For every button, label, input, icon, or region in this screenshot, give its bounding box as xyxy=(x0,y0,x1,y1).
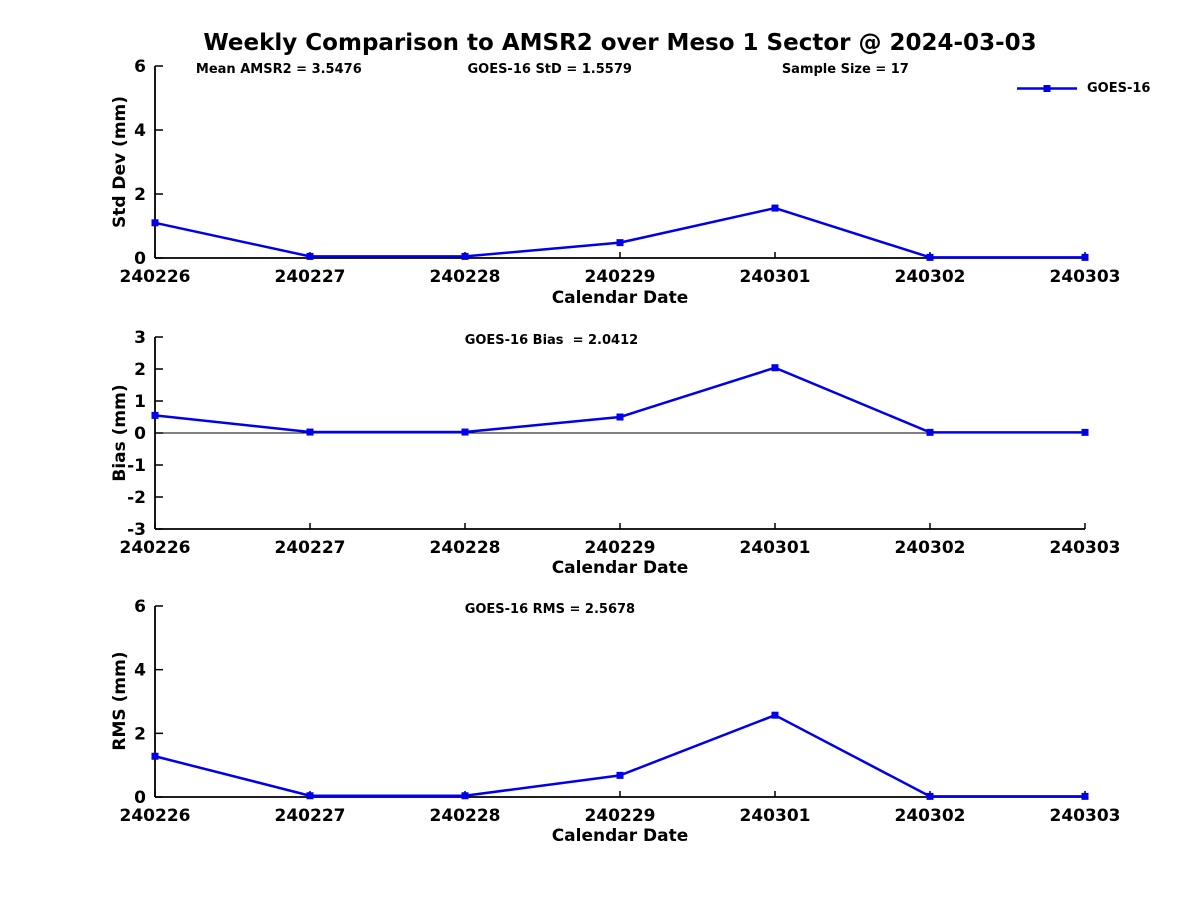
x-axis-label-std-dev: Calendar Date xyxy=(551,288,689,308)
data-point-marker xyxy=(1081,792,1089,800)
data-point-marker xyxy=(616,413,624,421)
data-point-marker xyxy=(461,428,469,436)
y-tick-label: 2 xyxy=(134,724,146,744)
data-point-marker xyxy=(616,239,624,247)
data-point-marker xyxy=(771,711,779,719)
y-tick-label: 2 xyxy=(134,185,146,205)
data-point-marker xyxy=(616,771,624,779)
legend-label: GOES-16 xyxy=(1087,81,1151,96)
stat-annotation: GOES-16 StD = 1.5579 xyxy=(467,62,632,77)
y-tick-label: -2 xyxy=(127,488,146,508)
y-tick-label: 0 xyxy=(134,788,146,808)
data-point-marker xyxy=(926,428,934,436)
data-point-marker xyxy=(151,752,159,760)
data-point-marker xyxy=(306,252,314,260)
data-line xyxy=(154,366,1085,434)
y-axis-label-bias: Bias (mm) xyxy=(110,384,130,482)
data-line xyxy=(154,713,1085,798)
x-tick-label: 240229 xyxy=(585,538,656,558)
data-point-marker xyxy=(306,428,314,436)
y-tick-label: 0 xyxy=(134,249,146,269)
x-tick-label: 240226 xyxy=(120,538,191,558)
data-point-marker xyxy=(926,792,934,800)
data-point-marker xyxy=(151,411,159,419)
stat-annotation: Sample Size = 17 xyxy=(781,62,909,77)
y-tick-label: 0 xyxy=(134,424,146,444)
data-point-marker xyxy=(771,364,779,372)
stat-annotation: Mean AMSR2 = 3.5476 xyxy=(195,62,362,77)
data-point-marker xyxy=(151,219,159,227)
x-tick-label: 240303 xyxy=(1050,538,1121,558)
y-axis-label-std-dev: Std Dev (mm) xyxy=(110,95,130,229)
data-point-marker xyxy=(771,204,779,212)
data-point-marker xyxy=(306,792,314,800)
y-axis-label-rms: RMS (mm) xyxy=(110,651,130,751)
x-tick-label: 240302 xyxy=(895,538,966,558)
legend-line-marker-icon xyxy=(1017,85,1077,92)
x-axis-label-rms: Calendar Date xyxy=(551,826,689,846)
data-line xyxy=(154,206,1085,259)
data-point-marker xyxy=(1081,428,1089,436)
chart-title: Weekly Comparison to AMSR2 over Meso 1 S… xyxy=(203,30,1037,56)
x-tick-label: 240301 xyxy=(740,267,811,287)
y-tick-label: -1 xyxy=(127,456,146,476)
y-tick-label: 4 xyxy=(134,121,146,141)
data-point-marker xyxy=(1081,253,1089,261)
x-tick-label: 240229 xyxy=(585,267,656,287)
y-tick-label: 1 xyxy=(134,392,146,412)
x-tick-label: 240228 xyxy=(430,806,501,826)
x-tick-label: 240302 xyxy=(895,267,966,287)
x-tick-label: 240302 xyxy=(895,806,966,826)
data-point-marker xyxy=(926,253,934,261)
x-tick-label: 240228 xyxy=(430,538,501,558)
x-tick-label: 240227 xyxy=(275,806,346,826)
stat-annotation: GOES-16 RMS = 2.5678 xyxy=(464,602,636,617)
x-tick-label: 240226 xyxy=(120,806,191,826)
x-tick-label: 240229 xyxy=(585,806,656,826)
legend: GOES-16 xyxy=(1015,81,1150,96)
x-tick-label: 240303 xyxy=(1050,806,1121,826)
x-tick-label: 240226 xyxy=(120,267,191,287)
x-tick-label: 240227 xyxy=(275,267,346,287)
x-tick-label: 240227 xyxy=(275,538,346,558)
y-tick-label: 2 xyxy=(134,360,146,380)
x-axis-label-bias: Calendar Date xyxy=(551,558,689,578)
x-tick-label: 240301 xyxy=(740,806,811,826)
stat-annotation: GOES-16 Bias = 2.0412 xyxy=(464,333,639,348)
y-tick-label: -3 xyxy=(127,520,146,540)
data-point-marker xyxy=(461,252,469,260)
data-point-marker xyxy=(461,792,469,800)
y-tick-label: 6 xyxy=(134,597,146,617)
y-tick-label: 4 xyxy=(134,661,146,681)
y-tick-label: 3 xyxy=(134,328,146,348)
x-tick-label: 240301 xyxy=(740,538,811,558)
x-tick-label: 240228 xyxy=(430,267,501,287)
x-tick-label: 240303 xyxy=(1050,267,1121,287)
y-tick-label: 6 xyxy=(134,57,146,77)
